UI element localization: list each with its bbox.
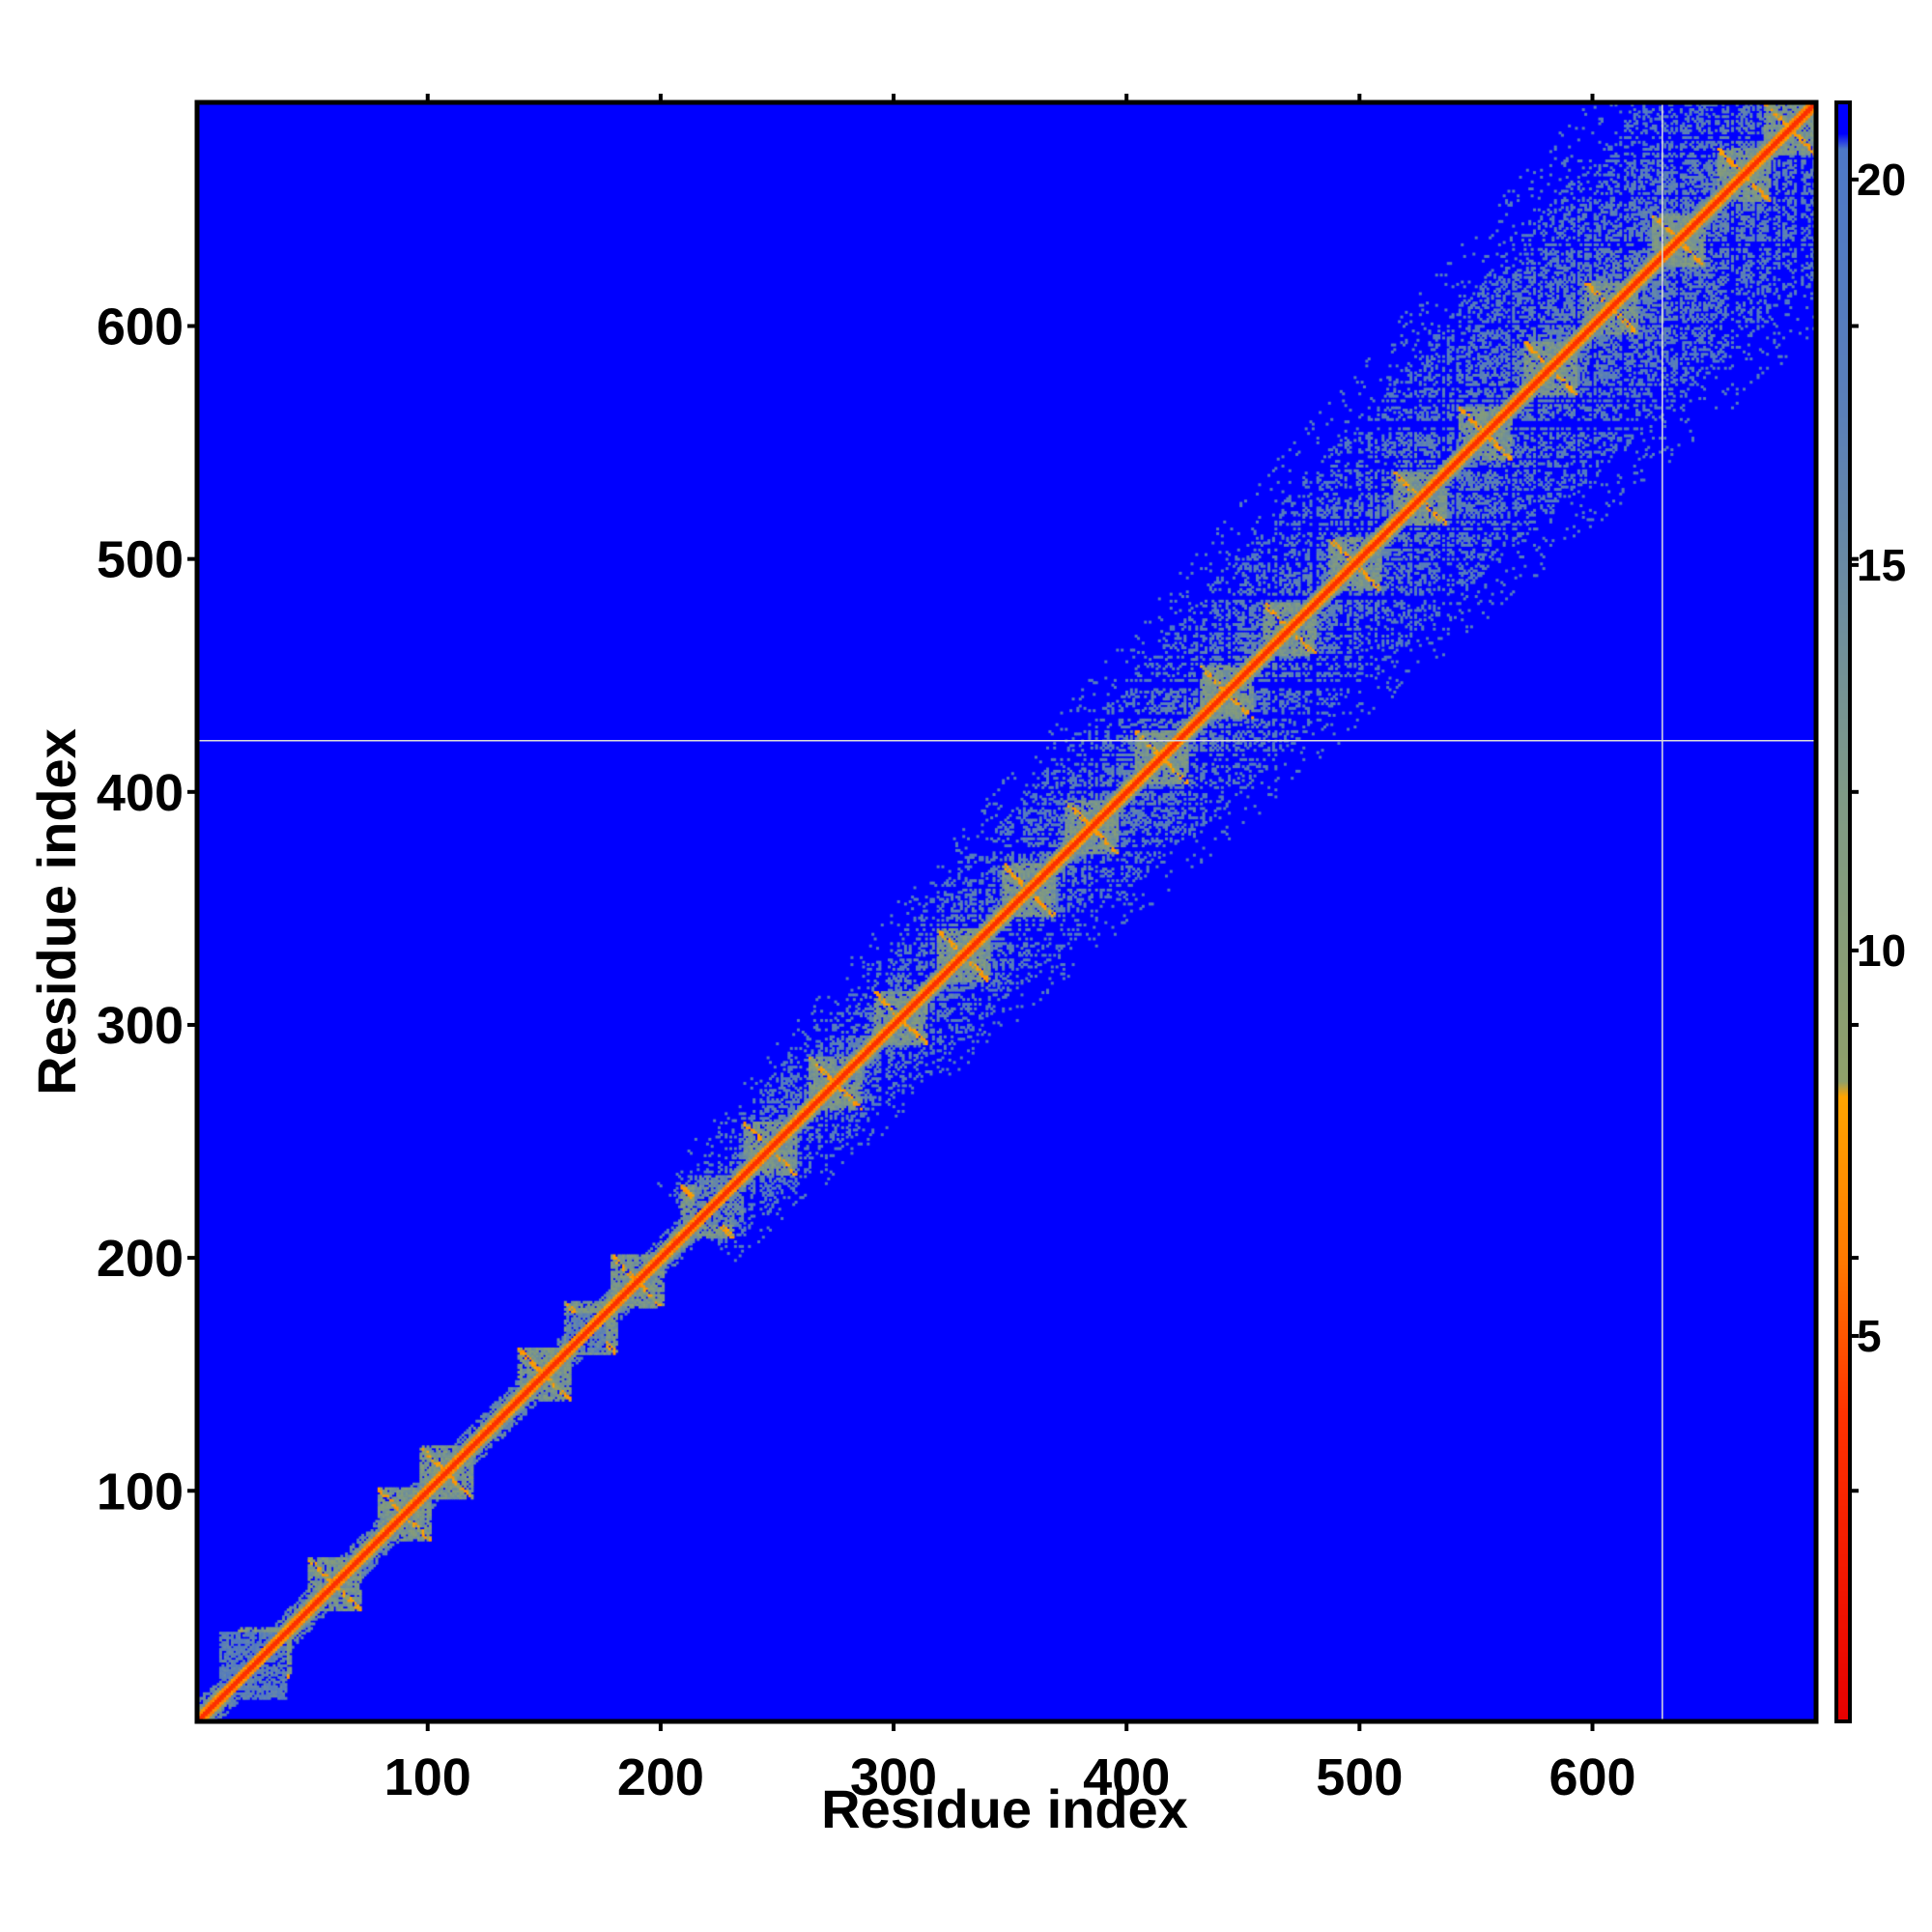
- top-axis-ticks: [425, 94, 1595, 102]
- x-axis-title: Residue index: [821, 1778, 1188, 1839]
- x-tick-label: 300: [850, 1748, 937, 1806]
- x-tick-label: 500: [1316, 1748, 1403, 1806]
- y-tick-label: 500: [97, 531, 184, 589]
- y-tick-label: 400: [97, 764, 184, 822]
- x-tick-label: 600: [1548, 1748, 1635, 1806]
- colorbar-area: [1836, 102, 1850, 1721]
- heatmap-gridlines: [197, 102, 1816, 1721]
- y-axis-ticks: 100 200 300 400 500 600: [97, 298, 197, 1520]
- x-tick-label: 400: [1083, 1748, 1170, 1806]
- x-tick-label: 100: [384, 1748, 471, 1806]
- x-tick-label: 200: [617, 1748, 704, 1806]
- colorbar-gradient: [1836, 102, 1850, 1721]
- y-tick-label: 300: [97, 997, 184, 1055]
- y-tick-label: 200: [97, 1230, 184, 1288]
- heatmap-cells: [197, 102, 1816, 1721]
- x-axis-ticks: 100 200 300 400 500 600: [384, 1721, 1636, 1806]
- colorbar-tick-label: 20: [1857, 155, 1906, 205]
- y-tick-label: 100: [97, 1463, 184, 1520]
- colorbar-tick-label: 10: [1857, 925, 1906, 976]
- colorbar-frame: [1834, 100, 1852, 1723]
- heatmap-area: [197, 102, 1816, 1721]
- y-axis-title: Residue index: [26, 728, 87, 1095]
- colorbar-ticks: 5 10 15 20: [1850, 155, 1906, 1493]
- plot-frame: [194, 99, 1819, 1724]
- colorbar-tick-label: 15: [1857, 540, 1906, 590]
- y-tick-label: 600: [97, 298, 184, 356]
- colorbar-tick-label: 5: [1857, 1311, 1882, 1361]
